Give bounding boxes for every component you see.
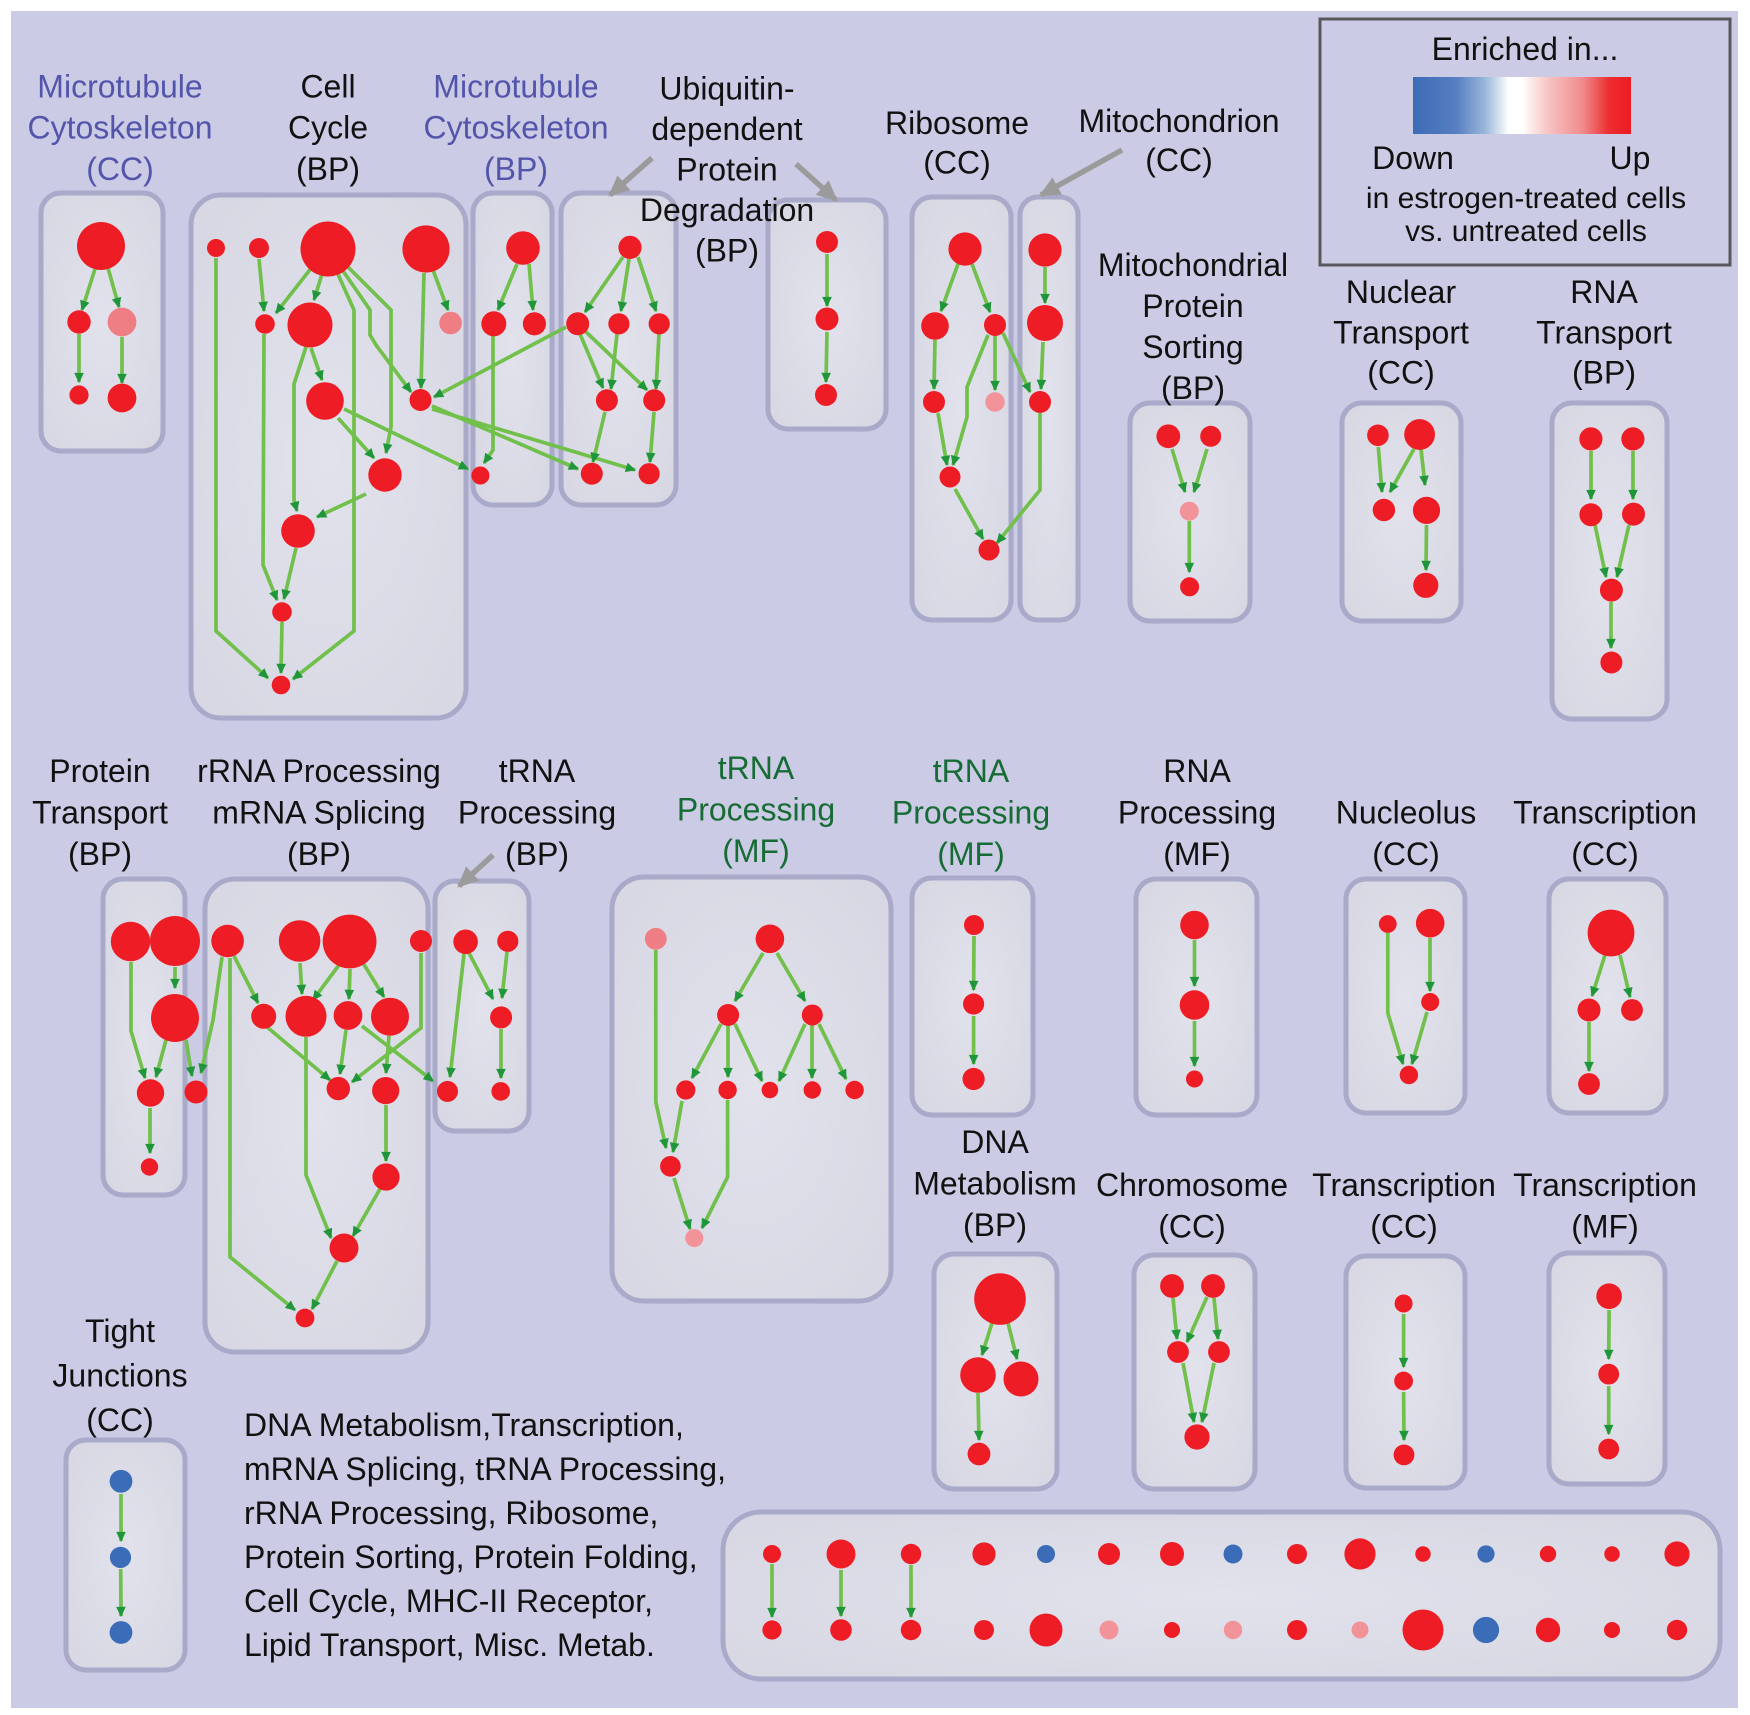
svg-text:Up: Up [1610, 140, 1651, 176]
svg-text:(MF): (MF) [937, 836, 1005, 872]
svg-text:vs. untreated cells: vs. untreated cells [1405, 215, 1647, 248]
svg-text:RNA: RNA [1570, 274, 1638, 310]
svg-text:Cell Cycle, MHC-II Receptor,: Cell Cycle, MHC-II Receptor, [244, 1583, 653, 1619]
svg-text:Processing: Processing [677, 792, 835, 828]
svg-text:(BP): (BP) [484, 151, 548, 187]
svg-text:Microtubule: Microtubule [37, 69, 202, 105]
svg-text:(BP): (BP) [1572, 355, 1636, 391]
svg-text:Degradation: Degradation [640, 192, 814, 228]
svg-text:Tight: Tight [85, 1313, 155, 1349]
svg-text:(CC): (CC) [1158, 1209, 1226, 1245]
svg-text:(BP): (BP) [68, 836, 132, 872]
svg-text:(CC): (CC) [1571, 836, 1639, 872]
svg-text:(BP): (BP) [287, 836, 351, 872]
svg-text:Transcription: Transcription [1513, 795, 1697, 831]
svg-text:tRNA: tRNA [718, 750, 795, 786]
svg-text:Protein: Protein [676, 152, 777, 188]
svg-text:Transport: Transport [32, 795, 168, 831]
svg-text:in estrogen-treated cells: in estrogen-treated cells [1366, 182, 1686, 215]
svg-text:(CC): (CC) [1372, 836, 1440, 872]
svg-text:Metabolism: Metabolism [913, 1166, 1077, 1202]
svg-text:Ubiquitin-: Ubiquitin- [659, 71, 794, 107]
svg-text:(BP): (BP) [296, 151, 360, 187]
svg-text:(BP): (BP) [505, 836, 569, 872]
svg-text:(MF): (MF) [722, 833, 790, 869]
svg-text:Sorting: Sorting [1142, 329, 1243, 365]
svg-text:dependent: dependent [651, 111, 802, 147]
svg-text:RNA: RNA [1163, 753, 1231, 789]
svg-text:Transport: Transport [1333, 314, 1469, 350]
svg-text:(CC): (CC) [923, 145, 991, 181]
svg-text:Enriched in...: Enriched in... [1432, 31, 1619, 67]
svg-text:Protein: Protein [49, 753, 150, 789]
svg-text:Nucleolus: Nucleolus [1336, 795, 1477, 831]
svg-text:(CC): (CC) [86, 151, 154, 187]
svg-text:Cycle: Cycle [288, 110, 368, 146]
svg-text:Mitochondrion: Mitochondrion [1079, 103, 1280, 139]
svg-text:Mitochondrial: Mitochondrial [1098, 247, 1288, 283]
svg-text:(MF): (MF) [1163, 836, 1231, 872]
svg-text:Transcription: Transcription [1312, 1167, 1496, 1203]
svg-text:Protein: Protein [1142, 288, 1243, 324]
svg-text:Processing: Processing [892, 795, 1050, 831]
svg-text:Cytoskeleton: Cytoskeleton [424, 110, 609, 146]
svg-text:Processing: Processing [458, 795, 616, 831]
svg-text:DNA Metabolism,Transcription,: DNA Metabolism,Transcription, [244, 1407, 684, 1443]
svg-text:Cytoskeleton: Cytoskeleton [28, 110, 213, 146]
svg-text:mRNA Splicing, tRNA Processing: mRNA Splicing, tRNA Processing, [244, 1451, 726, 1487]
svg-text:Transport: Transport [1536, 314, 1672, 350]
svg-text:DNA: DNA [961, 1124, 1029, 1160]
svg-text:rRNA Processing: rRNA Processing [197, 753, 441, 789]
svg-text:(BP): (BP) [963, 1207, 1027, 1243]
svg-text:(MF): (MF) [1571, 1209, 1639, 1245]
svg-text:Transcription: Transcription [1513, 1167, 1697, 1203]
svg-text:Protein Sorting, Protein Foldi: Protein Sorting, Protein Folding, [244, 1539, 698, 1575]
svg-text:(CC): (CC) [1370, 1209, 1438, 1245]
svg-text:Cell: Cell [300, 69, 355, 105]
svg-text:(CC): (CC) [1145, 142, 1213, 178]
svg-text:Nuclear: Nuclear [1346, 274, 1457, 310]
svg-text:(BP): (BP) [1161, 370, 1225, 406]
svg-text:Junctions: Junctions [52, 1358, 187, 1394]
svg-text:Processing: Processing [1118, 795, 1276, 831]
svg-text:Down: Down [1372, 140, 1454, 176]
svg-text:(BP): (BP) [695, 233, 759, 269]
svg-text:tRNA: tRNA [933, 753, 1010, 789]
svg-text:mRNA Splicing: mRNA Splicing [212, 795, 425, 831]
svg-text:tRNA: tRNA [499, 753, 576, 789]
svg-text:Chromosome: Chromosome [1096, 1167, 1288, 1203]
svg-text:Microtubule: Microtubule [433, 69, 598, 105]
svg-text:rRNA Processing, Ribosome,: rRNA Processing, Ribosome, [244, 1495, 658, 1531]
svg-text:(CC): (CC) [86, 1402, 154, 1438]
svg-text:Ribosome: Ribosome [885, 105, 1029, 141]
svg-text:(CC): (CC) [1367, 355, 1435, 391]
svg-text:Lipid Transport, Misc. Metab.: Lipid Transport, Misc. Metab. [244, 1627, 655, 1663]
